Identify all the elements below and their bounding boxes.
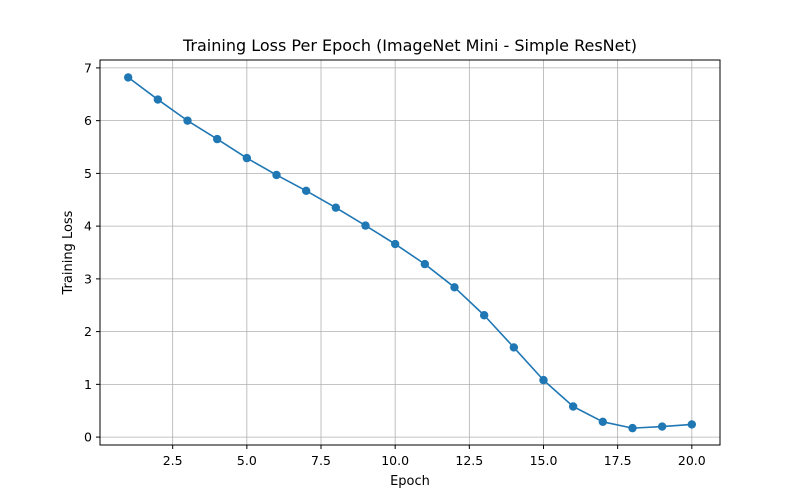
data-point <box>272 170 281 180</box>
series-line <box>127 76 692 429</box>
chart-title: Training Loss Per Epoch (ImageNet Mini -… <box>182 36 637 55</box>
data-point <box>123 73 133 82</box>
x-tick-label: 2.5 <box>163 453 183 468</box>
plot-area-frame <box>99 59 721 446</box>
data-point <box>361 221 370 230</box>
data-point <box>657 422 667 431</box>
data-point <box>331 203 341 212</box>
x-tick-label: 5.0 <box>237 453 257 468</box>
data-point <box>420 259 430 269</box>
data-point <box>390 239 400 249</box>
x-tick-label: 12.5 <box>455 453 483 468</box>
y-tick-label: 4 <box>84 219 92 234</box>
y-tick-label: 7 <box>84 60 92 75</box>
x-axis-label: Epoch <box>390 474 430 489</box>
x-tick-label: 7.5 <box>311 453 331 468</box>
data-point <box>598 417 608 426</box>
x-tick-label: 15.0 <box>530 453 558 468</box>
y-axis-label: Training Loss <box>61 210 76 295</box>
data-point <box>212 134 222 144</box>
y-tick-label: 5 <box>84 166 92 181</box>
data-point <box>242 153 252 163</box>
x-tick-label: 17.5 <box>604 453 632 468</box>
x-tick-label: 10.0 <box>381 453 409 468</box>
grid <box>100 60 720 445</box>
data-point <box>301 186 311 195</box>
data-point <box>153 95 163 104</box>
y-tick-label: 2 <box>84 324 92 339</box>
y-tick-label: 1 <box>84 377 92 392</box>
data-point <box>479 311 489 320</box>
data-point <box>450 283 459 292</box>
data-point <box>628 423 637 433</box>
data-point <box>568 402 578 411</box>
y-tick-label: 6 <box>84 113 92 128</box>
y-tick-label: 3 <box>84 271 92 286</box>
y-tick-label: 0 <box>84 430 92 445</box>
x-tick-label: 20.0 <box>678 453 706 468</box>
data-point <box>509 343 519 352</box>
data-point <box>183 116 192 125</box>
data-point <box>539 375 548 385</box>
series-line-layer <box>123 73 697 433</box>
data-point <box>687 420 697 429</box>
axis-ticks: 2.5 5.0 7.5 10.0 12.5 15.0 17.5 20.0 0 1 2 3 4 5 6 7 <box>84 60 706 468</box>
